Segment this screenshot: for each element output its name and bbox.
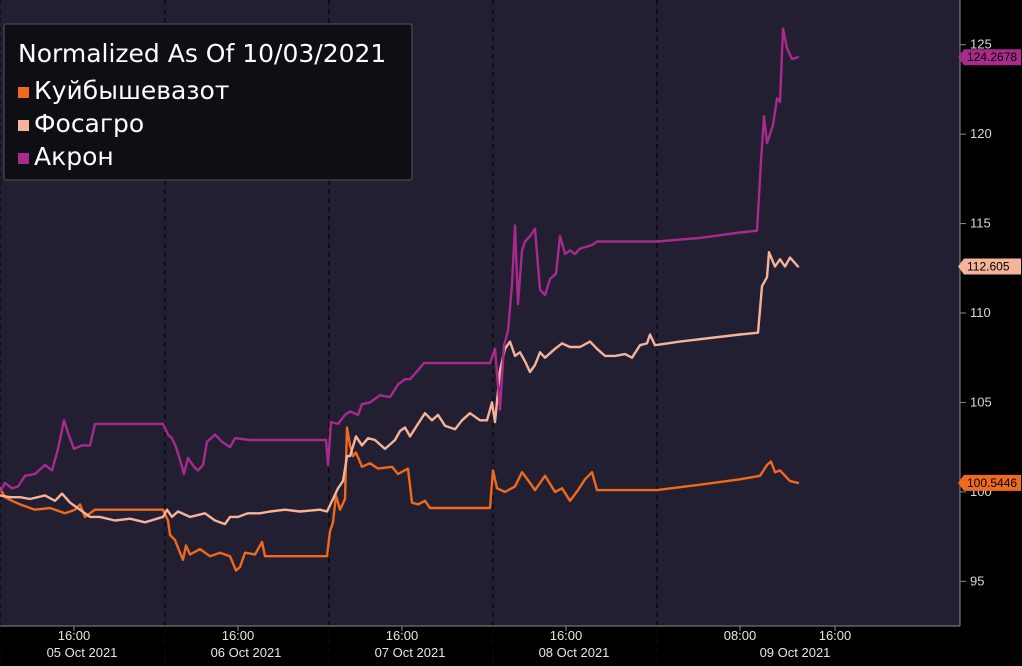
x-minor-tick-label: 08:00	[724, 628, 757, 643]
legend-label: Фосагро	[34, 109, 144, 138]
last-value-tag-label: 112.605	[967, 259, 1010, 273]
last-value-tag: 124.2678	[958, 49, 1021, 66]
series-layer	[0, 27, 800, 572]
legend-title: Normalized As Of 10/03/2021	[18, 39, 386, 68]
last-value-tag-bg	[958, 258, 1021, 275]
last-value-tag: 112.605	[958, 258, 1021, 275]
x-minor-tick-label: 16:00	[550, 628, 583, 643]
y-tick-label: 115	[970, 216, 991, 231]
x-minor-tick-label: 16:00	[386, 628, 419, 643]
last-value-tag-bg	[958, 49, 1021, 66]
last-value-tag: 100.5446	[958, 474, 1021, 491]
legend-box	[3, 23, 413, 181]
legend-label: Акрон	[34, 142, 114, 171]
y-tick-label: 125	[970, 37, 992, 52]
x-minor-tick-label: 16:00	[819, 628, 852, 643]
y-tick-label: 105	[970, 394, 992, 409]
last-value-tag-label: 124.2678	[967, 50, 1017, 64]
legend-label: Куйбышевазот	[34, 76, 229, 105]
series-line-3	[0, 27, 800, 494]
x-major-tick-label: 07 Oct 2021	[375, 645, 446, 660]
y-tick-label: 110	[970, 305, 991, 320]
last-value-tag-bg	[958, 474, 1021, 491]
legend-swatch	[18, 120, 29, 131]
legend-swatch	[18, 153, 29, 164]
legend: Normalized As Of 10/03/2021 Куйбышевазот…	[3, 23, 413, 181]
legend-items: Куйбышевазот Фосагро Акрон	[18, 76, 229, 171]
x-ticks: 16:00 16:00 16:00 16:00 08:00 16:00 05 Oct 202…	[47, 626, 852, 660]
last-value-tag-label: 100.5446	[967, 476, 1017, 490]
y-tick-label: 120	[970, 126, 992, 141]
x-major-tick-label: 06 Oct 2021	[211, 645, 282, 660]
last-value-tags: 100.5446 112.605 124.2678	[958, 49, 1021, 491]
y-tick-label: 95	[970, 573, 984, 588]
x-major-tick-label: 08 Oct 2021	[539, 645, 610, 660]
legend-swatch	[18, 87, 29, 98]
series-line-2	[0, 251, 800, 526]
x-major-tick-label: 05 Oct 2021	[47, 645, 118, 660]
x-minor-tick-label: 16:00	[58, 628, 91, 643]
series-line-1	[0, 426, 800, 572]
x-major-tick-label: 09 Oct 2021	[760, 645, 831, 660]
x-minor-tick-label: 16:00	[222, 628, 255, 643]
axis-background	[960, 0, 1022, 626]
xaxis-background	[0, 626, 1022, 666]
